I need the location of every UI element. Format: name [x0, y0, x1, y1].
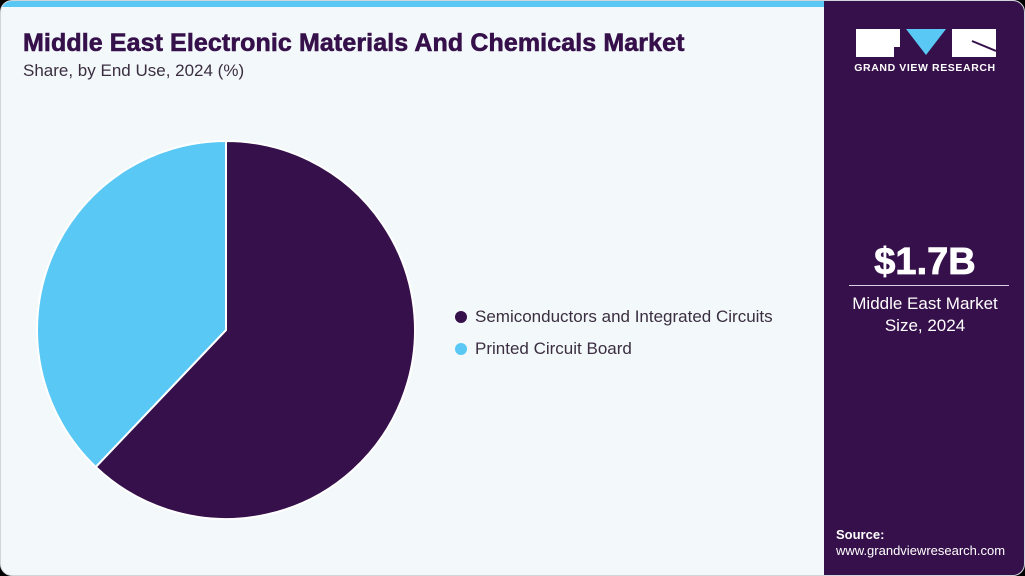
- legend-label: Semiconductors and Integrated Circuits: [475, 307, 773, 326]
- legend-dot-icon: [455, 311, 467, 323]
- sidebar-panel: GRAND VIEW RESEARCH $1.7B Middle East Ma…: [824, 1, 1024, 575]
- gvr-logo-icon: [856, 29, 996, 57]
- pie-chart: [36, 139, 416, 520]
- pie-slice-1: [36, 139, 227, 469]
- legend-item-pcb: Printed Circuit Board: [455, 333, 773, 365]
- legend-item-semiconductors: Semiconductors and Integrated Circuits: [455, 301, 773, 333]
- legend-label: Printed Circuit Board: [475, 339, 632, 358]
- brand-name: GRAND VIEW RESEARCH: [854, 62, 996, 74]
- chart-subtitle: Share, by End Use, 2024 (%): [23, 61, 245, 80]
- market-label-line1: Middle East Market: [852, 294, 998, 313]
- source-link[interactable]: www.grandviewresearch.com: [836, 543, 1006, 558]
- legend-dot-icon: [455, 343, 467, 355]
- market-label: Middle East Market Size, 2024: [824, 293, 1024, 337]
- market-value: $1.7B: [874, 241, 976, 284]
- source-heading: Source:: [836, 527, 885, 542]
- accent-bar: [1, 1, 824, 7]
- chart-title: Middle East Electronic Materials And Che…: [23, 29, 685, 58]
- pie-slice-0: [94, 139, 416, 520]
- market-label-line2: Size, 2024: [884, 316, 966, 335]
- legend: Semiconductors and Integrated Circuits P…: [455, 301, 773, 365]
- divider: [849, 285, 1009, 286]
